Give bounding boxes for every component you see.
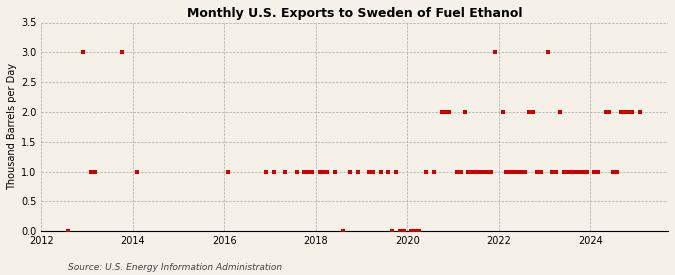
Point xyxy=(604,110,615,114)
Point xyxy=(368,169,379,174)
Text: Source: U.S. Energy Information Administration: Source: U.S. Energy Information Administ… xyxy=(68,263,281,272)
Point xyxy=(608,169,618,174)
Point xyxy=(406,229,416,233)
Point xyxy=(456,169,466,174)
Point xyxy=(467,169,478,174)
Point xyxy=(627,110,638,114)
Point xyxy=(520,169,531,174)
Point xyxy=(562,169,573,174)
Point xyxy=(398,229,409,233)
Point xyxy=(383,169,394,174)
Point xyxy=(318,169,329,174)
Point xyxy=(375,169,386,174)
Point xyxy=(574,169,585,174)
Point xyxy=(543,50,554,54)
Point xyxy=(391,169,402,174)
Point xyxy=(223,169,234,174)
Point xyxy=(489,50,500,54)
Point xyxy=(436,110,447,114)
Point xyxy=(486,169,497,174)
Point xyxy=(612,169,622,174)
Point xyxy=(452,169,462,174)
Point xyxy=(78,50,89,54)
Point xyxy=(623,110,634,114)
Point xyxy=(444,110,455,114)
Title: Monthly U.S. Exports to Sweden of Fuel Ethanol: Monthly U.S. Exports to Sweden of Fuel E… xyxy=(187,7,522,20)
Point xyxy=(261,169,272,174)
Point xyxy=(547,169,558,174)
Point xyxy=(413,229,424,233)
Point xyxy=(63,229,74,233)
Point xyxy=(505,169,516,174)
Point xyxy=(600,110,611,114)
Point xyxy=(337,229,348,233)
Point xyxy=(470,169,481,174)
Point xyxy=(440,110,451,114)
Point xyxy=(280,169,291,174)
Point xyxy=(577,169,588,174)
Point xyxy=(593,169,603,174)
Point xyxy=(570,169,580,174)
Point xyxy=(581,169,592,174)
Point xyxy=(589,169,599,174)
Point xyxy=(387,229,398,233)
Point xyxy=(566,169,576,174)
Point xyxy=(463,169,474,174)
Point xyxy=(394,229,405,233)
Point xyxy=(475,169,485,174)
Point xyxy=(90,169,101,174)
Point xyxy=(352,169,363,174)
Point xyxy=(410,229,421,233)
Point xyxy=(528,110,539,114)
Point xyxy=(497,110,508,114)
Point xyxy=(132,169,142,174)
Point xyxy=(535,169,546,174)
Point xyxy=(345,169,356,174)
Point xyxy=(421,169,432,174)
Point xyxy=(524,110,535,114)
Point xyxy=(329,169,340,174)
Point xyxy=(364,169,375,174)
Point xyxy=(558,169,569,174)
Point xyxy=(619,110,630,114)
Point xyxy=(616,110,626,114)
Point xyxy=(551,169,562,174)
Point xyxy=(86,169,97,174)
Point xyxy=(299,169,310,174)
Point xyxy=(512,169,523,174)
Point xyxy=(634,110,645,114)
Point xyxy=(315,169,325,174)
Y-axis label: Thousand Barrels per Day: Thousand Barrels per Day xyxy=(7,63,17,190)
Point xyxy=(322,169,333,174)
Point xyxy=(531,169,542,174)
Point xyxy=(429,169,439,174)
Point xyxy=(269,169,279,174)
Point xyxy=(478,169,489,174)
Point xyxy=(509,169,520,174)
Point xyxy=(501,169,512,174)
Point xyxy=(554,110,565,114)
Point xyxy=(292,169,302,174)
Point xyxy=(116,50,127,54)
Point xyxy=(306,169,317,174)
Point xyxy=(303,169,314,174)
Point xyxy=(516,169,527,174)
Point xyxy=(482,169,493,174)
Point xyxy=(459,110,470,114)
